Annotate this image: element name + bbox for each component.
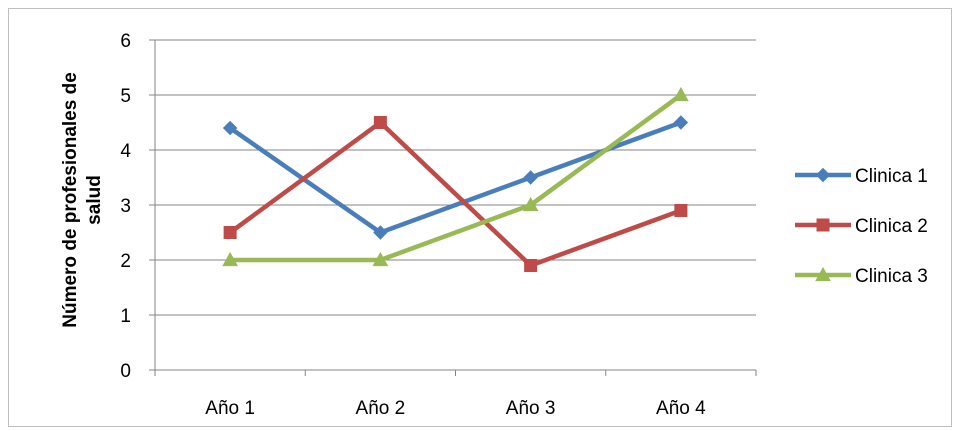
- series-lines: [228, 93, 683, 268]
- y-axis-title-line: Número de profesionales de: [60, 72, 81, 328]
- x-tick-label: Año 4: [656, 398, 706, 419]
- legend: Clinica 1 Clinica 2 Clinica 3: [795, 166, 928, 287]
- y-axis-title: Número de profesionales de salud: [60, 72, 105, 328]
- series-line-2: [228, 120, 682, 268]
- data-point-series-3: [522, 196, 539, 212]
- data-point-series-1: [222, 120, 238, 136]
- data-point-series-1: [673, 115, 689, 130]
- data-point-series-2: [674, 204, 688, 217]
- x-tick-label: Año 1: [205, 398, 255, 419]
- series-markers: [222, 86, 689, 272]
- y-tick-label: 1: [120, 306, 131, 327]
- data-point-series-3: [372, 251, 389, 267]
- legend-swatch-marker: [815, 167, 831, 183]
- series-line-1: [228, 120, 682, 235]
- x-tick-label: Año 3: [506, 398, 556, 419]
- data-point-series-2: [373, 116, 387, 129]
- x-tick-labels: Año 1 Año 2 Año 3 Año 4: [205, 398, 706, 419]
- data-point-series-1: [373, 225, 388, 240]
- y-tick-label: 6: [120, 31, 131, 52]
- series-line-3: [230, 93, 683, 263]
- data-point-series-2: [223, 226, 237, 239]
- y-axis-title-line: salud: [84, 175, 105, 225]
- legend-label: Clinica 2: [855, 216, 928, 237]
- y-tick-label: 2: [120, 251, 131, 272]
- legend-label: Clinica 1: [855, 166, 928, 187]
- y-tick-label: 4: [120, 141, 131, 162]
- data-point-series-3: [673, 86, 689, 102]
- legend-item-2: Clinica 2: [795, 216, 928, 237]
- legend-item-1: Clinica 1: [795, 166, 928, 187]
- data-point-series-2: [524, 259, 538, 272]
- legend-swatch-marker: [816, 218, 830, 232]
- data-point-series-1: [523, 170, 538, 185]
- gridlines: [155, 39, 756, 316]
- y-tick-label: 5: [120, 86, 131, 107]
- y-tick-labels: 0 1 2 3 4 5 6: [120, 31, 131, 382]
- axes: [149, 39, 757, 376]
- legend-item-3: Clinica 3: [795, 266, 928, 287]
- data-point-series-3: [222, 251, 238, 267]
- y-tick-label: 3: [120, 196, 131, 217]
- legend-swatch-marker: [815, 266, 831, 282]
- x-tick-label: Año 2: [356, 398, 406, 419]
- legend-label: Clinica 3: [855, 266, 928, 287]
- y-tick-label: 0: [120, 361, 131, 382]
